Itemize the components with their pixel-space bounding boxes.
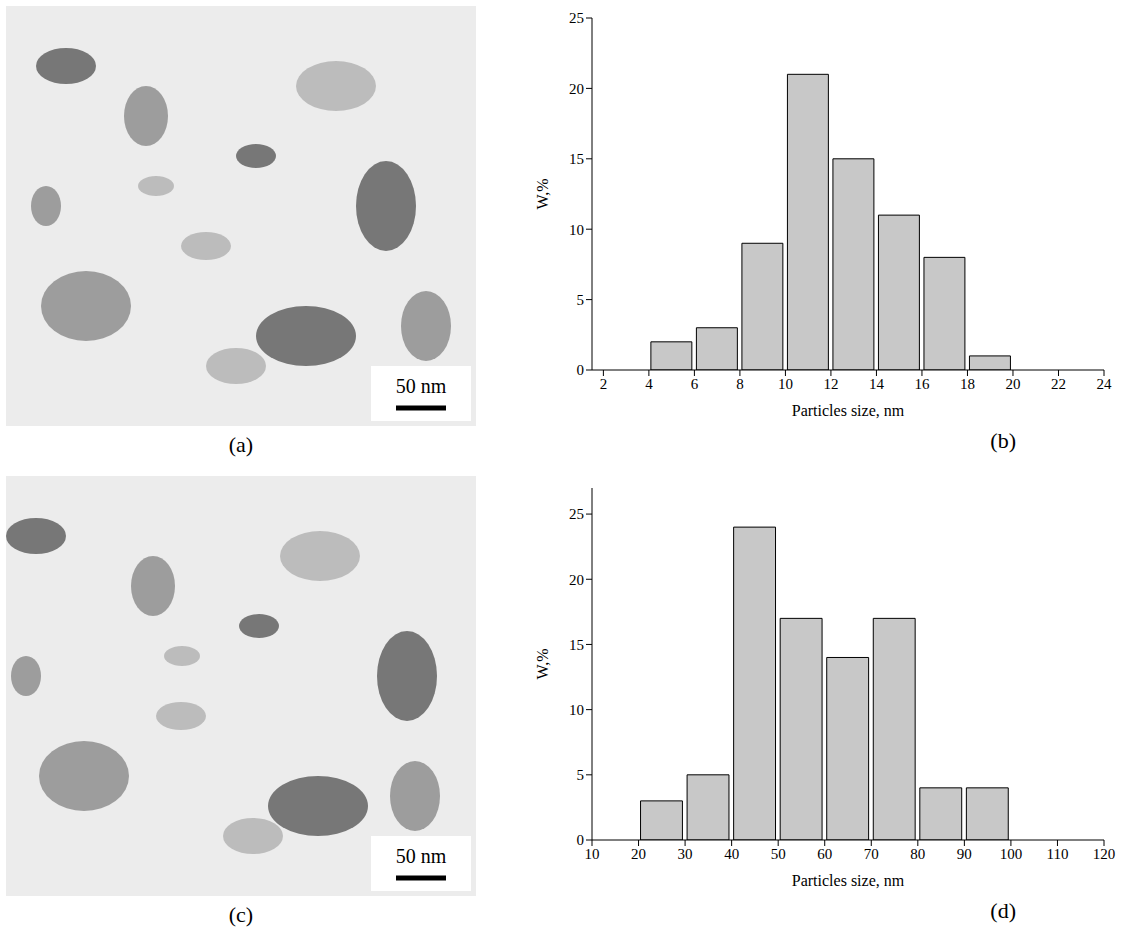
svg-text:30: 30: [678, 846, 693, 862]
svg-text:15: 15: [569, 151, 584, 167]
svg-text:14: 14: [869, 376, 885, 392]
svg-text:50: 50: [771, 846, 786, 862]
svg-text:22: 22: [1051, 376, 1066, 392]
svg-text:20: 20: [569, 572, 584, 588]
svg-text:60: 60: [817, 846, 832, 862]
svg-text:50 nm: 50 nm: [396, 845, 447, 867]
svg-text:50 nm: 50 nm: [396, 375, 447, 397]
svg-text:120: 120: [1093, 846, 1116, 862]
svg-text:8: 8: [736, 376, 744, 392]
svg-text:90: 90: [957, 846, 972, 862]
svg-text:10: 10: [569, 702, 584, 718]
svg-text:4: 4: [645, 376, 653, 392]
svg-text:20: 20: [1005, 376, 1020, 392]
svg-text:40: 40: [724, 846, 739, 862]
svg-text:70: 70: [864, 846, 879, 862]
svg-text:10: 10: [569, 222, 584, 238]
svg-text:5: 5: [577, 767, 585, 783]
svg-text:24: 24: [1097, 376, 1113, 392]
svg-text:10: 10: [585, 846, 600, 862]
svg-text:6: 6: [691, 376, 699, 392]
svg-text:25: 25: [569, 506, 584, 522]
html-text:(b): (b): [990, 428, 1016, 453]
svg-text:W,%: W,%: [534, 179, 551, 210]
svg-text:0: 0: [577, 362, 585, 378]
svg-text:12: 12: [823, 376, 838, 392]
svg-text:20: 20: [569, 81, 584, 97]
svg-text:Particles size, nm: Particles size, nm: [792, 872, 905, 889]
svg-text:18: 18: [960, 376, 975, 392]
html-text:(d): (d): [990, 898, 1016, 923]
svg-text:Particles size, nm: Particles size, nm: [792, 402, 905, 419]
svg-text:5: 5: [577, 292, 585, 308]
svg-text:2: 2: [600, 376, 608, 392]
svg-text:10: 10: [778, 376, 793, 392]
svg-text:100: 100: [1000, 846, 1023, 862]
svg-text:20: 20: [631, 846, 646, 862]
svg-text:25: 25: [569, 10, 584, 26]
svg-text:0: 0: [577, 832, 585, 848]
svg-text:80: 80: [910, 846, 925, 862]
svg-text:15: 15: [569, 637, 584, 653]
html-text:(a): (a): [228, 432, 254, 457]
svg-text:W,%: W,%: [534, 649, 551, 680]
html-text:(c): (c): [228, 902, 254, 927]
svg-text:110: 110: [1046, 846, 1068, 862]
svg-text:16: 16: [914, 376, 930, 392]
